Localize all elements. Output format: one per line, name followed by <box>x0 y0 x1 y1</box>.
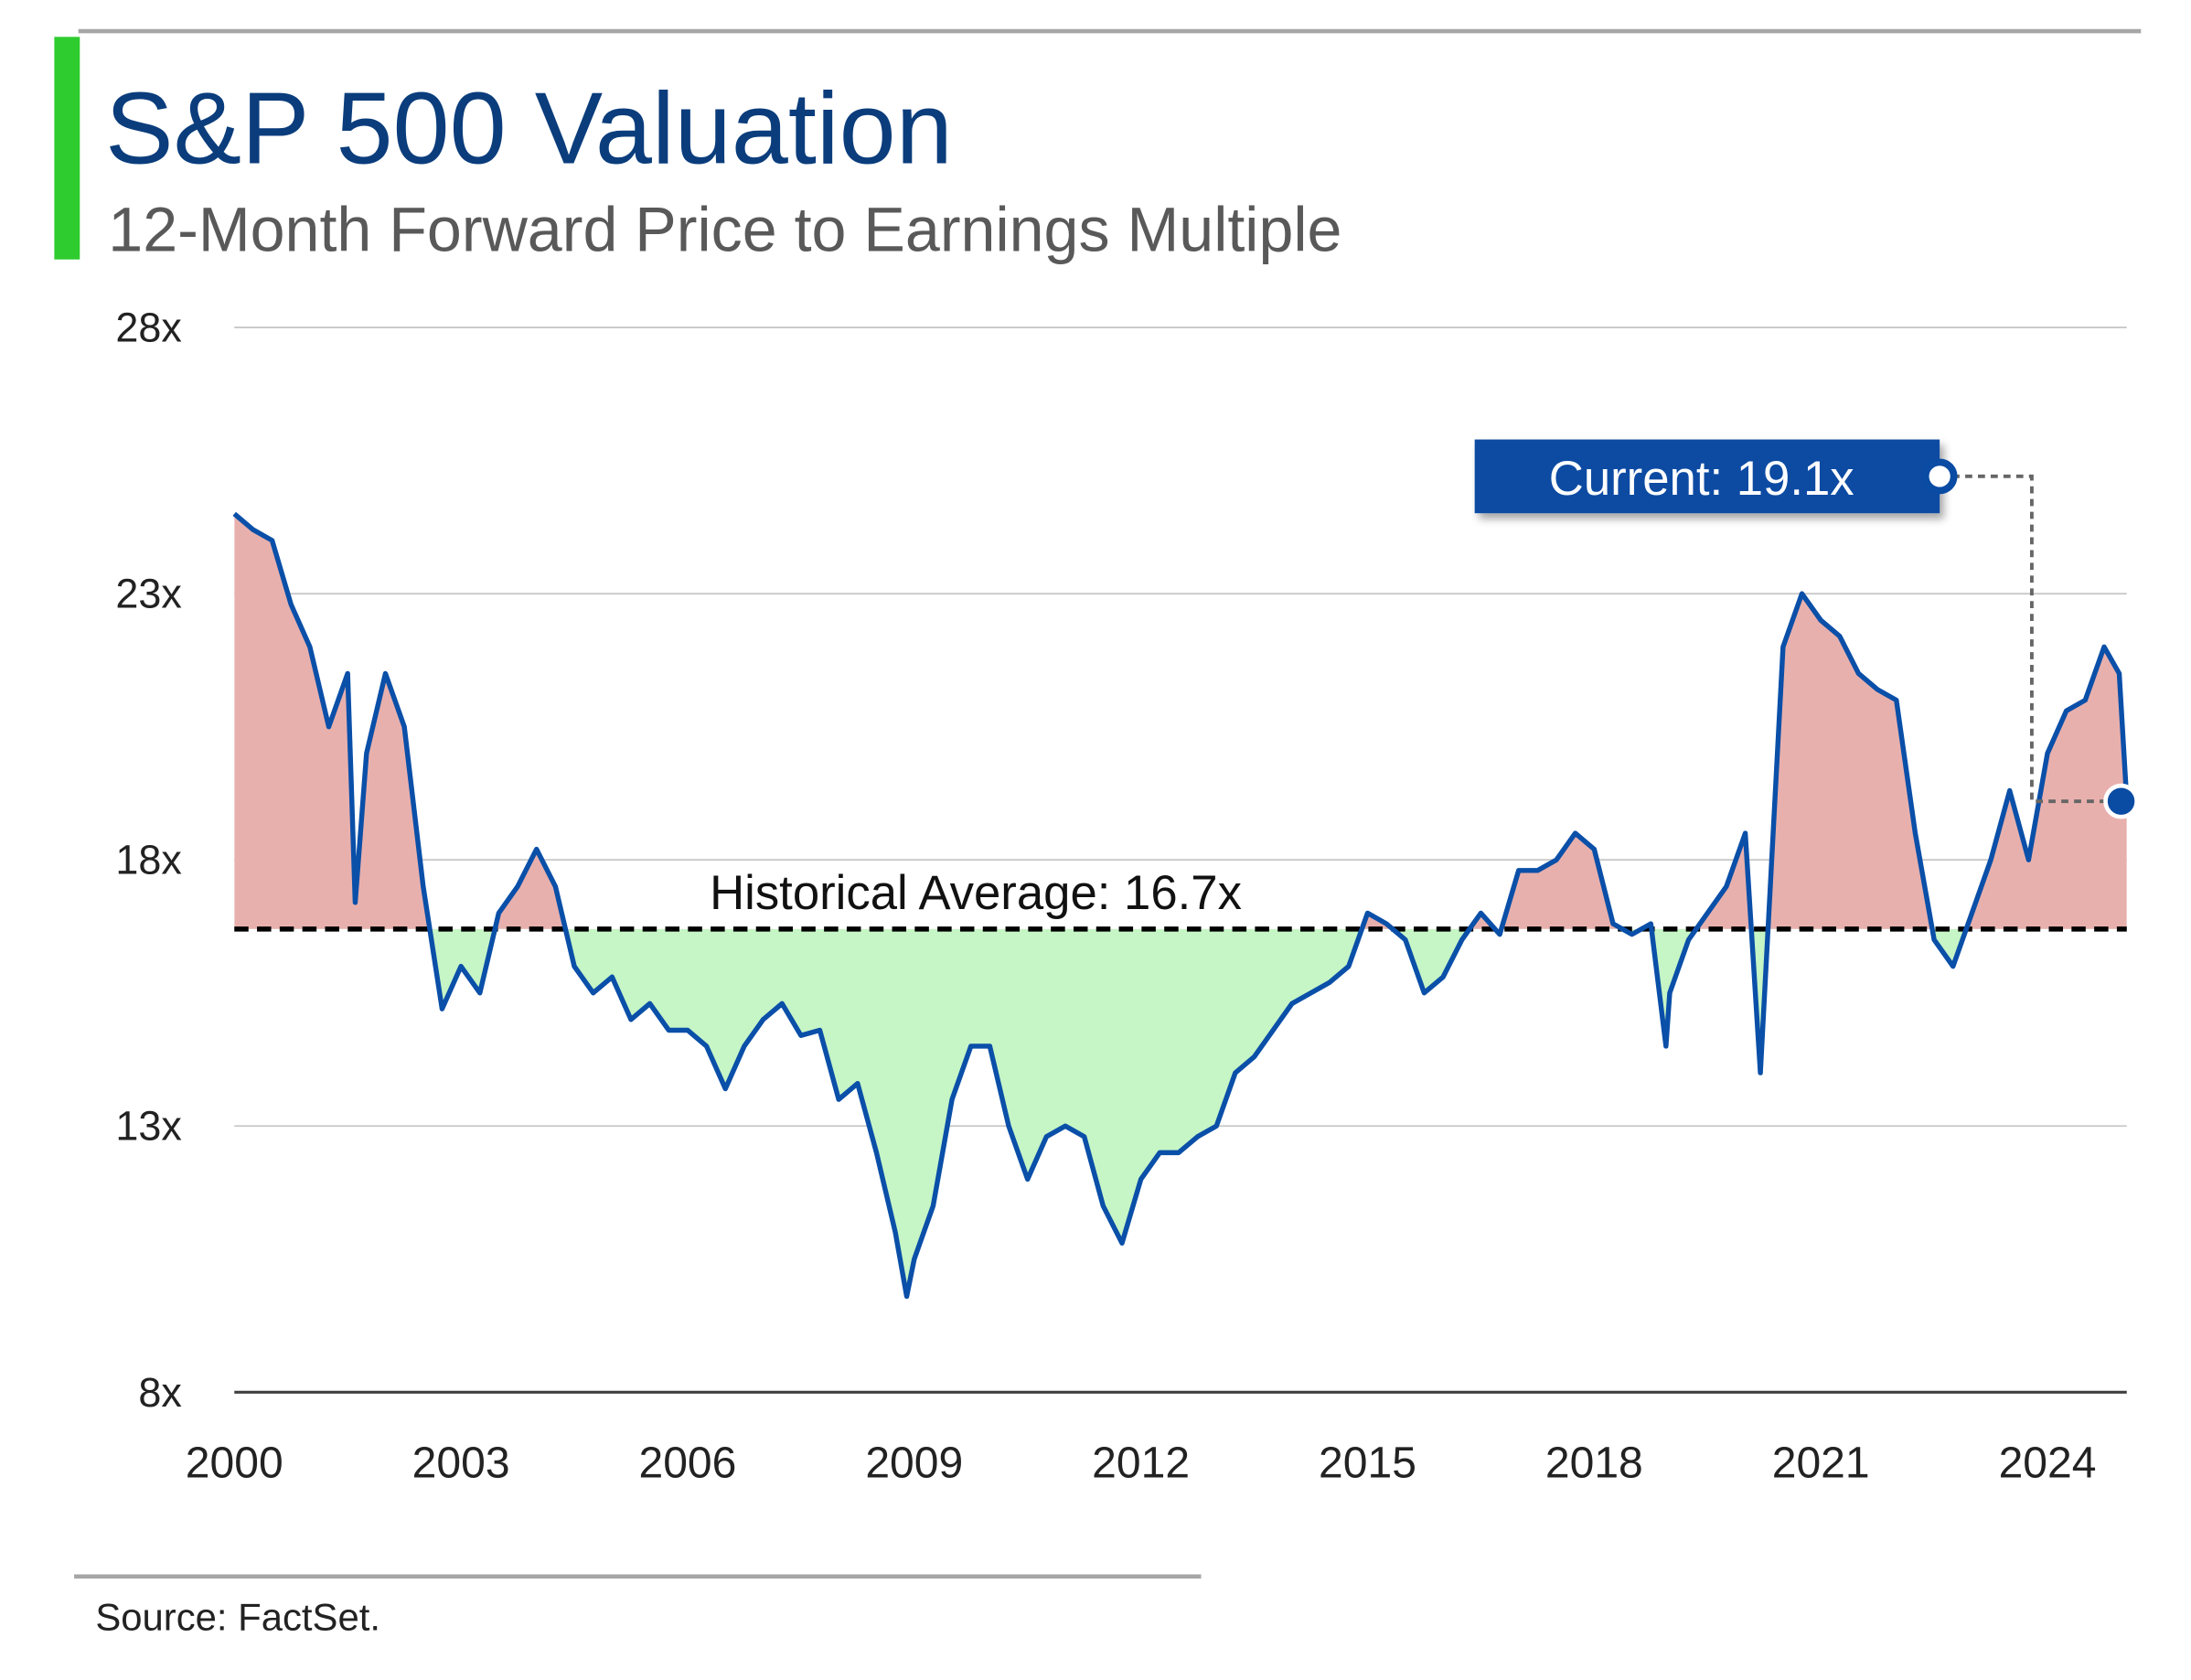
x-tick-label: 2024 <box>1999 1439 2097 1487</box>
x-tick-label: 2021 <box>1772 1439 1870 1487</box>
callout-dot <box>1921 458 1958 495</box>
callout-label: Current: 19.1x <box>1549 452 1854 506</box>
x-tick-label: 2018 <box>1545 1439 1643 1487</box>
y-tick-label: 13x <box>115 1103 181 1150</box>
current-point <box>2103 783 2139 819</box>
callout-box <box>1474 439 1940 514</box>
average-label: Historical Average: 16.7x <box>710 866 1242 920</box>
plot-area: 8x 13x 18x 23x 28x 2000 2003 2006 2009 2012 2015 20… <box>115 305 2139 1487</box>
x-tick-label: 2006 <box>638 1439 736 1487</box>
source-note: Source: FactSet. <box>95 1596 380 1639</box>
x-tick-label: 2012 <box>1092 1439 1190 1487</box>
y-tick-label: 8x <box>138 1369 181 1416</box>
x-tick-label: 2009 <box>865 1439 963 1487</box>
callout-connector <box>1940 474 2122 804</box>
area-below-average <box>429 928 1967 1297</box>
x-tick-label: 2015 <box>1319 1439 1416 1487</box>
x-tick-label: 2003 <box>412 1439 510 1487</box>
accent-bar <box>54 37 80 260</box>
y-tick-label: 23x <box>115 571 181 617</box>
x-tick-label: 2000 <box>186 1439 283 1487</box>
y-tick-label: 18x <box>115 837 181 883</box>
pe-line <box>232 511 2130 1300</box>
y-tick-label: 28x <box>115 305 181 351</box>
chart-subtitle: 12-Month Forward Price to Earnings Multi… <box>108 195 1341 264</box>
chart-title: S&P 500 Valuation <box>105 70 953 185</box>
